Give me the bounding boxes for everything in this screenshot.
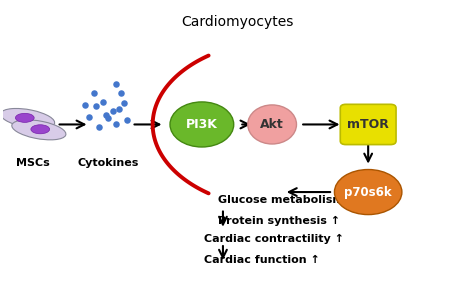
Point [100,99,107,104]
Ellipse shape [248,105,297,144]
Point [102,113,109,118]
Point [120,101,128,106]
Ellipse shape [335,170,402,215]
Ellipse shape [12,120,66,140]
Point [93,104,100,109]
Text: Cardiac function ↑: Cardiac function ↑ [204,255,320,265]
Text: Cardiac contractility ↑: Cardiac contractility ↑ [204,233,344,244]
Text: mTOR: mTOR [347,118,389,131]
Ellipse shape [170,102,234,147]
Point [115,107,123,112]
Point [104,116,112,121]
Text: p70s6k: p70s6k [344,185,392,199]
Point [123,118,131,122]
Point [112,81,120,86]
Point [91,91,98,95]
Text: Akt: Akt [260,118,284,131]
Text: Cytokines: Cytokines [77,158,139,167]
Point [109,109,117,114]
Point [95,125,102,130]
Text: MSCs: MSCs [16,158,50,167]
Ellipse shape [16,113,34,122]
Text: Cardiomyocytes: Cardiomyocytes [181,15,293,29]
Ellipse shape [31,125,50,134]
Point [117,91,125,95]
Point [86,114,93,119]
Text: Glucose metabolism ↑: Glucose metabolism ↑ [218,195,357,205]
Text: Protein synthesis ↑: Protein synthesis ↑ [218,215,340,226]
Point [112,122,120,127]
Point [81,103,89,107]
Ellipse shape [0,108,55,129]
Text: PI3K: PI3K [186,118,218,131]
FancyBboxPatch shape [340,104,396,145]
